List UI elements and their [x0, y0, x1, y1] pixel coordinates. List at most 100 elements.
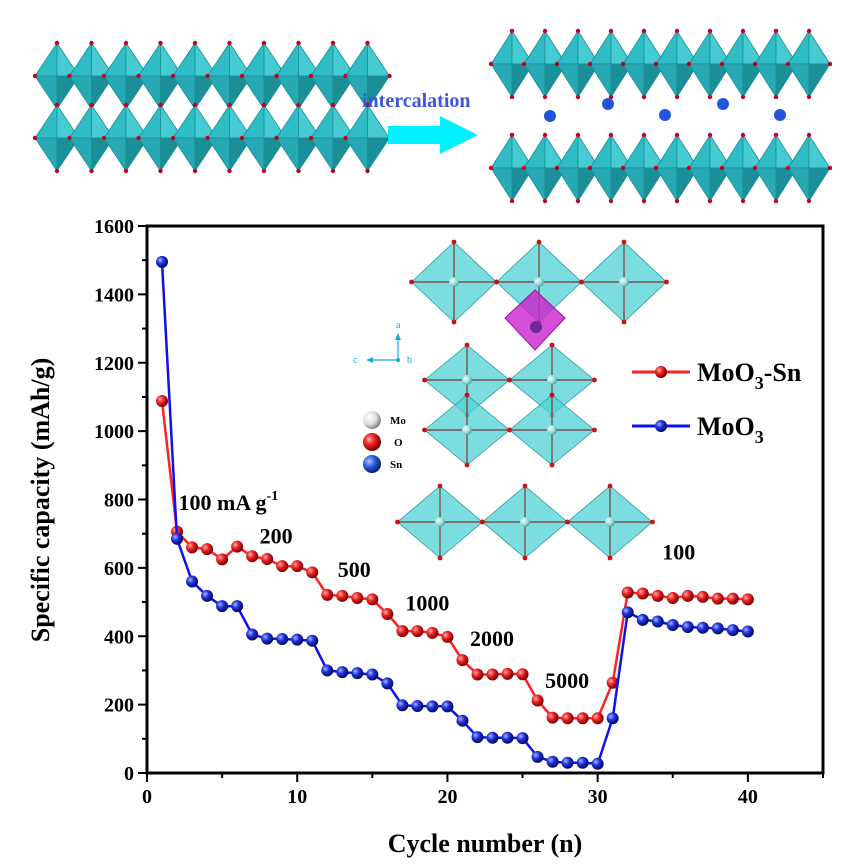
oxygen-atom: [521, 165, 527, 171]
data-point: [681, 589, 694, 602]
mo-atom-icon: [363, 411, 381, 429]
octahedron: [521, 132, 569, 204]
data-point: [381, 608, 394, 621]
sn-atom-icon: [363, 455, 381, 473]
inset-mo-atom: [435, 517, 445, 527]
oxygen-atom: [123, 40, 129, 46]
data-point: [366, 668, 379, 681]
intercalation-schematic: [32, 28, 833, 204]
data-point: [291, 560, 304, 573]
inset-o-atom: [437, 555, 443, 561]
data-point: [486, 668, 499, 681]
data-point: [261, 552, 274, 565]
octahedron: [488, 132, 536, 204]
oxygen-atom: [707, 28, 713, 34]
oxygen-atom: [343, 73, 348, 79]
rate-label: 100 mA g-1: [179, 489, 279, 515]
inset-o-atom: [536, 239, 542, 245]
oxygen-atom: [158, 40, 163, 46]
oxygen-atom: [674, 28, 680, 34]
data-point: [321, 588, 334, 601]
octahedron: [308, 102, 358, 174]
inset-mo-atom: [534, 277, 544, 287]
oxygen-atom: [542, 198, 548, 204]
inset-o-atom: [621, 239, 627, 245]
legend-item-moo3: MoO3: [632, 412, 764, 447]
x-axis-title: Cycle number (n): [388, 829, 583, 858]
y-tick-label: 1600: [94, 216, 134, 238]
inset-o-atom: [480, 519, 485, 525]
inset-o-atom: [565, 519, 570, 525]
oxygen-atom: [707, 198, 713, 204]
oxygen-atom: [773, 132, 779, 138]
data-point: [576, 712, 589, 725]
octahedron: [239, 40, 289, 112]
intercalated-ion: [774, 109, 786, 121]
inset-o-atom: [422, 377, 427, 383]
oxygen-atom: [308, 135, 314, 141]
data-point: [471, 668, 484, 681]
oxygen-atom: [330, 102, 336, 108]
octahedron: [620, 28, 668, 100]
data-point: [591, 757, 604, 770]
data-point: [681, 621, 694, 634]
data-point: [186, 541, 199, 554]
oxygen-atom: [785, 165, 791, 171]
y-tick-label: 800: [104, 490, 134, 512]
oxygen-atom: [308, 73, 314, 79]
oxygen-atom: [686, 61, 692, 67]
oxygen-atom: [136, 73, 141, 79]
data-point: [261, 632, 274, 645]
y-tick-label: 1200: [94, 353, 134, 375]
data-point: [711, 592, 724, 605]
intercalation-label: intercalation: [362, 90, 471, 112]
inset-mo-atom: [449, 277, 459, 287]
oxygen-atom: [827, 165, 833, 171]
oxygen-atom: [343, 135, 348, 141]
inset-legend: Mo O Sn: [363, 411, 406, 473]
inset-o-atom: [607, 483, 613, 489]
inset-o-atom: [437, 483, 443, 489]
series-moo3: [156, 255, 754, 770]
rate-label: 200: [260, 523, 293, 548]
oxygen-atom: [608, 94, 614, 100]
data-point: [276, 560, 289, 573]
octahedron: [785, 132, 833, 204]
data-point: [516, 732, 529, 745]
inset-o-atom: [592, 377, 597, 383]
oxygen-atom: [509, 28, 515, 34]
oxygen-atom: [67, 135, 72, 141]
oxygen-atom: [509, 132, 515, 138]
inset-axis-a: a: [396, 320, 401, 331]
oxygen-atom: [89, 168, 94, 174]
x-tick-label: 20: [437, 786, 457, 808]
data-point: [741, 593, 754, 606]
data-point: [546, 711, 559, 724]
inset-o-atom: [464, 462, 470, 468]
data-point: [276, 632, 289, 645]
chart-legend: MoO3-Sn MoO3: [632, 358, 802, 447]
octahedron: [170, 40, 220, 112]
octahedron: [239, 102, 289, 174]
data-point: [246, 550, 259, 563]
data-point: [606, 676, 619, 689]
data-point: [186, 575, 199, 588]
oxygen-atom: [274, 73, 279, 79]
x-tick-label: 30: [588, 786, 608, 808]
data-point: [666, 591, 679, 604]
oxygen-atom: [274, 135, 279, 141]
oxygen-atom: [54, 40, 60, 46]
inset-o-atom: [549, 342, 555, 348]
octahedron: [719, 28, 767, 100]
data-point: [456, 714, 469, 727]
inset-o-atom: [409, 279, 414, 285]
data-point: [471, 731, 484, 744]
octahedron: [686, 132, 734, 204]
inset-axes: a c b: [353, 320, 412, 366]
data-point: [501, 731, 514, 744]
oxygen-atom: [170, 135, 176, 141]
rate-label: 100: [662, 539, 695, 564]
legend-label-moo3: MoO3: [697, 412, 764, 447]
inset-o-atom: [664, 279, 669, 285]
